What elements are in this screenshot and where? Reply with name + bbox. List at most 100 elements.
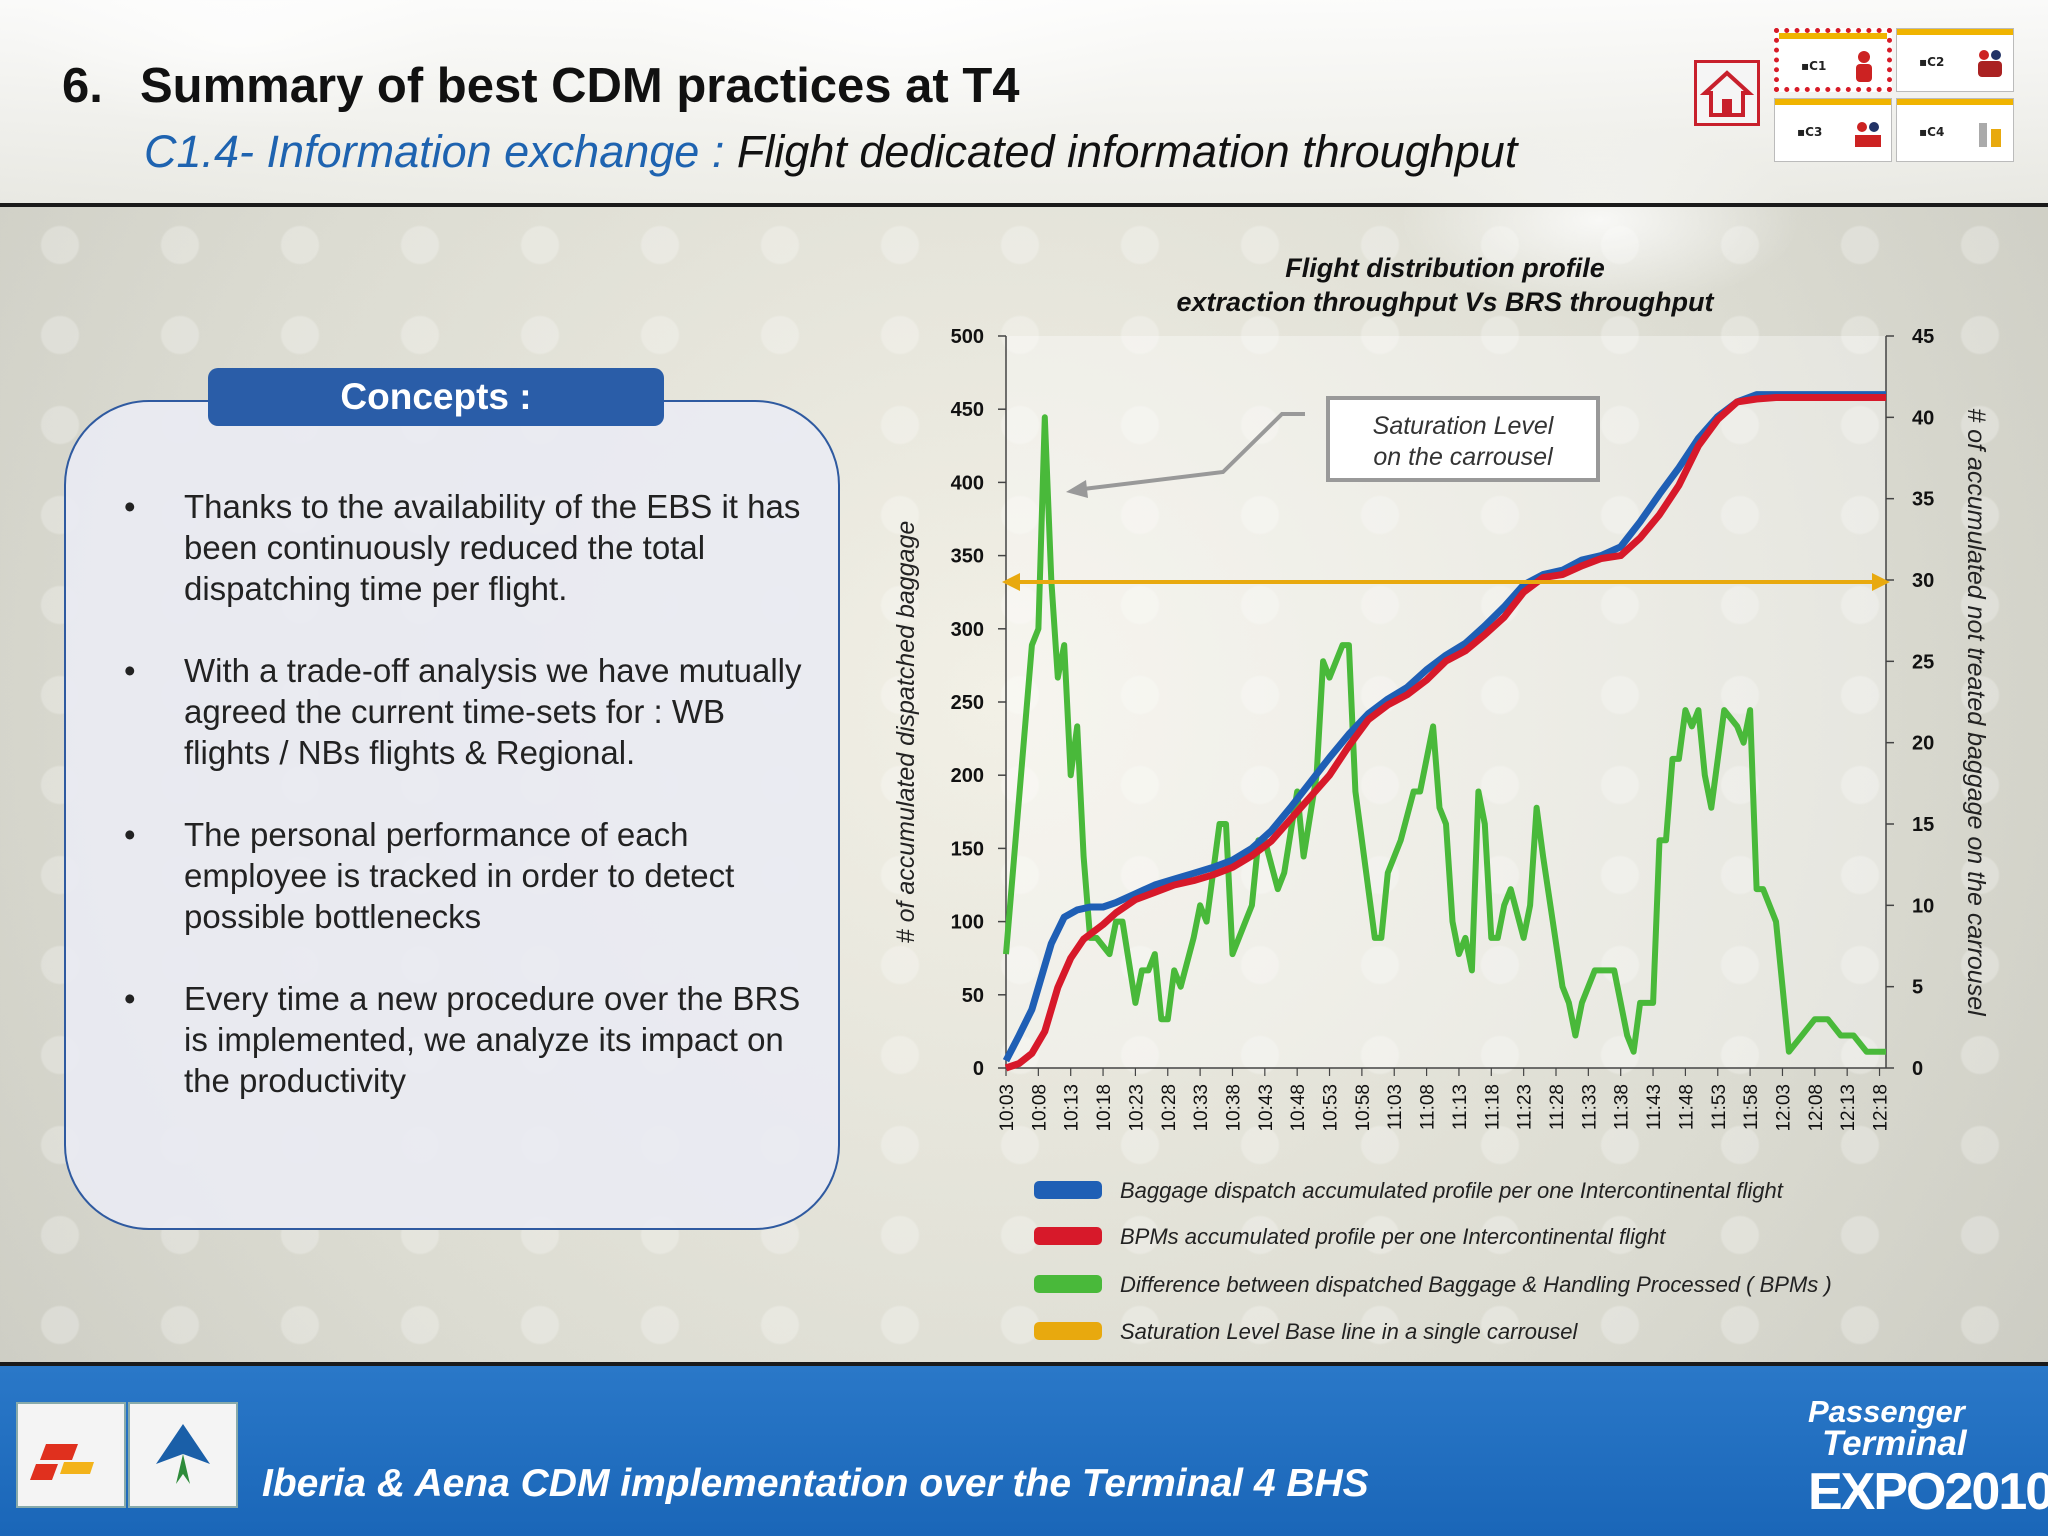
- plot-area: 0 50 100 150 200 250 300 350 400 450 500 0 5 10 15 20 25…: [951, 326, 1935, 1132]
- home-icon: [1699, 70, 1755, 117]
- thumb-label: ▪C1: [1801, 59, 1827, 73]
- saturation-note-box: [1326, 396, 1600, 482]
- difference-series-line: [1003, 414, 1886, 1055]
- concepts-title: Concepts :: [208, 368, 664, 426]
- x-tick-label: 10:38: [1223, 1084, 1244, 1132]
- thumb-bar: [1779, 33, 1887, 39]
- section-number: 6.: [62, 59, 103, 113]
- subtitle-rest: Flight dedicated information throughput: [736, 126, 1518, 177]
- thumb-label: ▪C3: [1797, 125, 1823, 139]
- x-tick-label: 11:18: [1482, 1084, 1503, 1130]
- x-tick-label: 10:28: [1159, 1084, 1180, 1132]
- page-title: 6. Summary of best CDM practices at T4: [62, 58, 1020, 114]
- concept-bullet: The personal performance of each employe…: [120, 814, 810, 937]
- nav-thumb-c4[interactable]: ▪C4: [1896, 98, 2014, 162]
- x-tick-label: 11:13: [1450, 1084, 1471, 1130]
- y2-tick-label: 45: [1912, 326, 1934, 348]
- legend-label: Baggage dispatch accumulated profile per…: [1120, 1178, 1784, 1203]
- footer: [0, 1366, 2048, 1536]
- expo-line3: EXPO2010: [1808, 1463, 2048, 1521]
- legend-swatch: [1034, 1181, 1102, 1199]
- y-tick-label: 500: [951, 326, 984, 348]
- x-tick-label: 12:03: [1773, 1084, 1794, 1132]
- thumb-bar: [1897, 99, 2013, 105]
- y-tick-label: 300: [951, 619, 984, 641]
- thumb-label: ▪C4: [1919, 125, 1945, 139]
- people-icon: [1856, 51, 1872, 82]
- thumb-label: ▪C2: [1919, 55, 1945, 69]
- legend-label: Saturation Level Base line in a single c…: [1120, 1319, 1578, 1344]
- y-tick-label: 250: [951, 692, 984, 714]
- aena-logo-mark: [156, 1424, 210, 1484]
- x-tick-label: 11:03: [1385, 1084, 1406, 1130]
- footer-text: Iberia & Aena CDM implementation over th…: [262, 1462, 1369, 1505]
- legend-swatch: [1034, 1322, 1102, 1340]
- y2-tick-label: 40: [1912, 407, 1934, 429]
- legend-swatch: [1034, 1227, 1102, 1245]
- y2-axis-label: # of accumulated not treated baggage on …: [1962, 408, 1990, 1017]
- x-tick-label: 10:23: [1126, 1084, 1147, 1132]
- y2-tick-label: 30: [1912, 570, 1934, 592]
- y-tick-label: 50: [962, 985, 984, 1007]
- saturation-note-line1: Saturation Level: [1373, 412, 1555, 440]
- chart-title: Flight distribution profile: [1285, 253, 1604, 283]
- y2-tick-label: 20: [1912, 733, 1934, 755]
- chart-subtitle: extraction throughput Vs BRS throughput: [1177, 287, 1715, 317]
- nav-thumb-c2[interactable]: ▪C2: [1896, 28, 2014, 92]
- x-tick-label: 11:43: [1644, 1084, 1665, 1130]
- y-tick-label: 450: [951, 399, 984, 421]
- x-tick-label: 12:08: [1806, 1084, 1827, 1132]
- expo-logo: Passenger Terminal EXPO2010: [1792, 1394, 2048, 1524]
- y-tick-label: 400: [951, 472, 984, 494]
- x-tick-label: 10:48: [1288, 1084, 1309, 1132]
- concept-bullet: With a trade-off analysis we have mutual…: [120, 650, 810, 773]
- y2-tick-label: 5: [1912, 977, 1923, 999]
- title-text: Summary of best CDM practices at T4: [140, 59, 1020, 113]
- x-tick-label: 10:58: [1353, 1084, 1374, 1132]
- y2-tick-label: 25: [1912, 651, 1934, 673]
- home-button[interactable]: [1694, 60, 1760, 126]
- x-tick-label: 10:53: [1321, 1084, 1342, 1132]
- y-tick-label: 200: [951, 765, 984, 787]
- x-tick-label: 11:38: [1612, 1084, 1633, 1130]
- x-tick-label: 10:13: [1062, 1084, 1083, 1132]
- thumb-bar: [1775, 99, 1891, 105]
- expo-line2: Terminal: [1822, 1424, 1967, 1463]
- x-tick-label: 10:03: [997, 1084, 1018, 1132]
- y-axis-label: # of accumulated dispatched baggage: [892, 521, 920, 944]
- saturation-note-arrowhead: [1066, 480, 1088, 498]
- x-tick-label: 11:08: [1418, 1084, 1439, 1130]
- y2-tick-label: 15: [1912, 814, 1934, 836]
- meeting-icon: [1855, 122, 1881, 147]
- baseline-arrow-right: [1872, 572, 1890, 591]
- iberia-logo: [16, 1402, 126, 1508]
- y-tick-label: 150: [951, 838, 984, 860]
- saturation-note-line2: on the carrousel: [1373, 443, 1554, 471]
- y2-tick-label: 35: [1912, 489, 1934, 511]
- subtitle-prefix: C1.4- Information exchange :: [144, 126, 737, 177]
- legend-swatch: [1034, 1275, 1102, 1293]
- nav-thumb-c1[interactable]: ▪C1: [1774, 28, 1892, 92]
- y-tick-label: 100: [951, 912, 984, 934]
- x-tick-label: 11:23: [1515, 1084, 1536, 1130]
- legend-label: Difference between dispatched Baggage & …: [1120, 1272, 1832, 1297]
- group-icon: [1978, 50, 2002, 77]
- concepts-list: Thanks to the availability of the EBS it…: [120, 486, 810, 1142]
- y-tick-label: 0: [973, 1058, 984, 1080]
- page-subtitle: C1.4- Information exchange : Flight dedi…: [144, 126, 1517, 178]
- x-tick-label: 10:08: [1029, 1084, 1050, 1132]
- x-tick-label: 11:28: [1547, 1084, 1568, 1130]
- y2-tick-label: 0: [1912, 1058, 1923, 1080]
- concept-bullet: Every time a new procedure over the BRS …: [120, 978, 810, 1101]
- nav-thumb-c3[interactable]: ▪C3: [1774, 98, 1892, 162]
- x-tick-label: 12:18: [1871, 1084, 1892, 1132]
- y-tick-label: 350: [951, 546, 984, 568]
- x-tick-label: 11:58: [1741, 1084, 1762, 1130]
- header-divider: [0, 203, 2048, 207]
- iberia-logo-mark: [30, 1444, 94, 1480]
- expo-line1: Passenger: [1808, 1394, 1965, 1429]
- bpm-series-line: [1004, 394, 1886, 1072]
- x-tick-label: 11:53: [1709, 1084, 1730, 1130]
- section-navigator: ▪C1 ▪C2 ▪C3 ▪C4: [1774, 28, 2016, 166]
- tools-icon: [1979, 123, 2001, 147]
